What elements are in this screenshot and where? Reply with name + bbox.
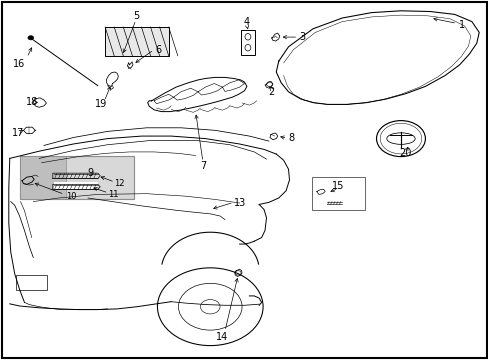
Text: 20: 20 [399, 148, 411, 158]
Text: 9: 9 [87, 168, 93, 178]
Text: 14: 14 [216, 332, 228, 342]
Text: 3: 3 [299, 32, 305, 42]
Bar [240, 30, 255, 55]
FancyBboxPatch shape [20, 156, 134, 199]
Text: 6: 6 [156, 45, 162, 55]
Text: 18: 18 [25, 97, 38, 107]
Text: 4: 4 [244, 17, 249, 27]
Text: 5: 5 [133, 11, 139, 21]
Bar [16, 275, 47, 290]
FancyBboxPatch shape [20, 156, 66, 199]
Text: 8: 8 [288, 133, 294, 143]
Bar [311, 177, 364, 210]
Bar [105, 27, 168, 56]
Text: 12: 12 [114, 179, 125, 188]
Text: 1: 1 [458, 20, 464, 30]
Text: 11: 11 [108, 190, 119, 199]
Text: 16: 16 [12, 59, 25, 69]
Text: 10: 10 [65, 192, 76, 201]
Text: 13: 13 [233, 198, 245, 208]
Circle shape [28, 36, 34, 40]
Text: 19: 19 [95, 99, 107, 109]
Text: 7: 7 [200, 161, 205, 171]
Text: 15: 15 [331, 181, 344, 191]
Text: 2: 2 [268, 87, 274, 97]
Text: 17: 17 [12, 128, 25, 138]
